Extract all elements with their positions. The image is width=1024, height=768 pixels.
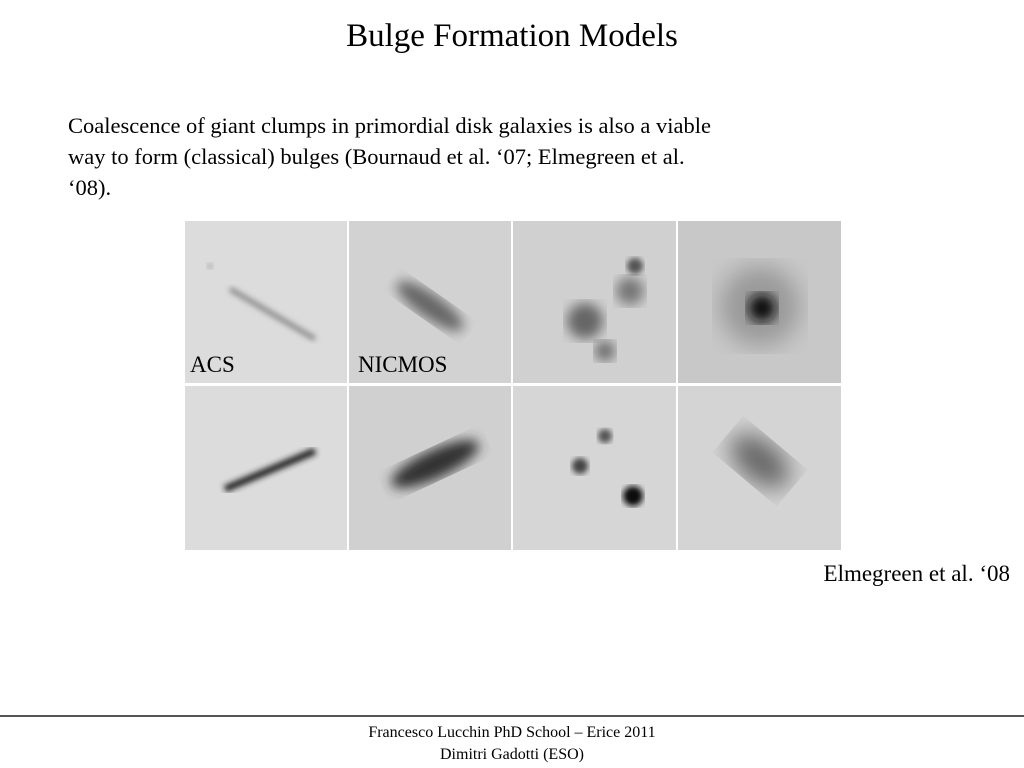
panel [678, 221, 841, 383]
figure-caption: Elmegreen et al. ‘08 [823, 561, 1010, 586]
panel [349, 386, 511, 550]
title: Bulge Formation Models [346, 18, 678, 54]
panel [185, 386, 347, 550]
galaxy-image-grid: ACS NICMOS [185, 221, 841, 550]
panel [513, 386, 676, 550]
footer-rule [0, 715, 1024, 717]
image-label: ACS [190, 352, 235, 377]
body-text: Coalescence of giant clumps in primordia… [68, 110, 711, 203]
body-line: ‘08). [68, 175, 112, 200]
panel [185, 221, 347, 383]
panel [678, 386, 841, 550]
panel [513, 221, 676, 383]
panel [349, 221, 511, 383]
footer-line: Francesco Lucchin PhD School – Erice 201… [368, 724, 656, 741]
footer: Francesco Lucchin PhD School – Erice 201… [0, 722, 1024, 766]
footer-line: Dimitri Gadotti (ESO) [440, 746, 584, 763]
body-line: Coalescence of giant clumps in primordia… [68, 113, 711, 138]
body-line: way to form (classical) bulges (Bournaud… [68, 144, 685, 169]
image-label: NICMOS [358, 352, 447, 377]
